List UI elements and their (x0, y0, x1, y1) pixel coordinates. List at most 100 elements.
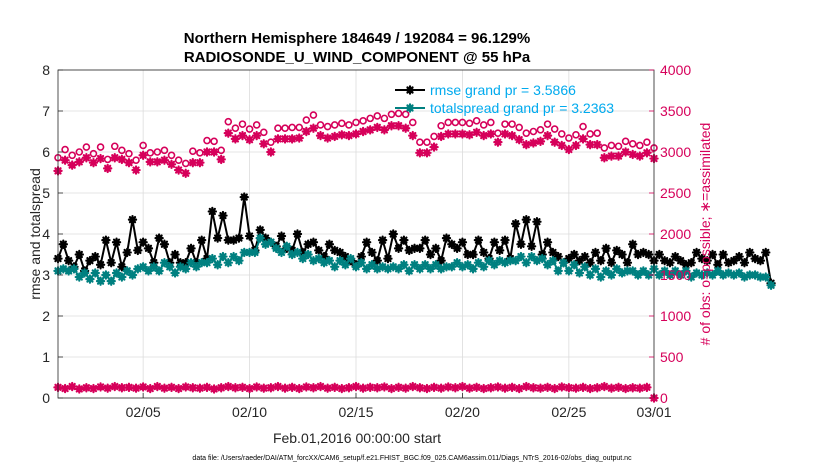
obs-count-point (245, 125, 254, 133)
obs-count-point (565, 134, 573, 142)
obs-count-point (145, 383, 155, 394)
left-y-tick-label: 3 (42, 267, 50, 283)
series-point (244, 247, 255, 258)
obs-count-point (88, 157, 99, 168)
obs-count-point (522, 129, 531, 137)
series-point (170, 249, 180, 260)
series-point (399, 235, 409, 245)
series-point (106, 258, 116, 268)
obs-count-point (337, 130, 347, 140)
obs-count-point (621, 137, 630, 146)
obs-count-point (372, 383, 382, 393)
series-point (228, 235, 239, 245)
series-point (409, 243, 420, 254)
series-point (393, 243, 404, 254)
series-point (149, 262, 159, 272)
obs-count-point (223, 128, 233, 138)
obs-count-point (586, 130, 594, 138)
series-point (127, 214, 138, 225)
obs-count-point (330, 382, 340, 393)
obs-count-point (578, 134, 588, 144)
obs-count-point (294, 383, 304, 394)
obs-count-point (443, 382, 453, 392)
left-y-tick-label: 5 (42, 185, 50, 201)
obs-count-point (244, 383, 255, 394)
obs-count-point (238, 120, 247, 128)
series-point (367, 260, 377, 270)
series-point (585, 270, 595, 280)
obs-count-point (308, 383, 319, 393)
obs-count-point (379, 125, 390, 135)
obs-count-point (280, 134, 290, 144)
series-point (521, 258, 531, 268)
series-point (202, 258, 212, 268)
series-point (298, 247, 308, 258)
series-point (239, 247, 249, 258)
series-point (638, 266, 649, 276)
obs-count-point (358, 126, 368, 137)
series-point (255, 233, 265, 243)
obs-count-point (132, 156, 140, 164)
legend-marker (405, 85, 415, 95)
obs-count-point (549, 383, 560, 394)
series-point (361, 237, 372, 247)
obs-count-point (244, 135, 255, 145)
series-point (383, 264, 393, 274)
series-point (659, 255, 670, 266)
obs-count-point (564, 383, 574, 393)
series-point (633, 270, 643, 280)
left-y-tick-label: 0 (42, 390, 50, 406)
obs-count-point (338, 119, 346, 128)
series-point (755, 255, 766, 266)
obs-count-point (203, 136, 211, 145)
series-point (383, 253, 393, 264)
obs-count-point (422, 148, 432, 158)
series-point (601, 243, 611, 254)
obs-count-point (443, 129, 453, 139)
obs-count-point (88, 383, 99, 394)
series-point (133, 245, 143, 256)
series-point (74, 272, 84, 282)
series-point (154, 266, 164, 276)
obs-count-point (167, 151, 176, 160)
series-point (553, 266, 563, 276)
series-point (643, 249, 654, 260)
series-point (69, 264, 79, 274)
obs-count-point (365, 382, 375, 393)
obs-count-point (273, 381, 283, 392)
series-point (686, 272, 696, 282)
obs-count-point (351, 381, 361, 392)
x-tick-label: 02/20 (445, 404, 480, 420)
left-y-tick-label: 7 (42, 103, 50, 119)
left-y-tick-label: 6 (42, 144, 50, 160)
series-point (457, 237, 468, 247)
obs-count-point (181, 168, 191, 179)
obs-count-point (408, 118, 417, 127)
series-point (409, 260, 420, 270)
obs-count-point (593, 129, 602, 137)
left-y-tick-label: 1 (42, 349, 50, 365)
series-point (675, 255, 686, 266)
series-point (441, 262, 452, 272)
obs-count-point (330, 131, 340, 142)
obs-count-point (501, 120, 509, 128)
obs-count-point (117, 154, 127, 165)
obs-count-point (195, 157, 205, 168)
series-point (314, 253, 324, 264)
obs-count-point (422, 383, 432, 394)
series-point (473, 235, 484, 245)
obs-count-point (386, 121, 397, 131)
series-point (702, 268, 712, 278)
obs-count-point (74, 157, 84, 167)
obs-count-point (358, 383, 368, 393)
obs-count-point (457, 381, 468, 392)
obs-count-point (592, 139, 602, 150)
series-point (574, 255, 585, 266)
series-point (356, 258, 367, 268)
series-point (95, 260, 106, 270)
obs-count-point (408, 381, 418, 392)
series-point (143, 243, 154, 254)
obs-count-point (251, 382, 262, 392)
obs-count-point (464, 383, 475, 393)
series-point (675, 270, 686, 280)
